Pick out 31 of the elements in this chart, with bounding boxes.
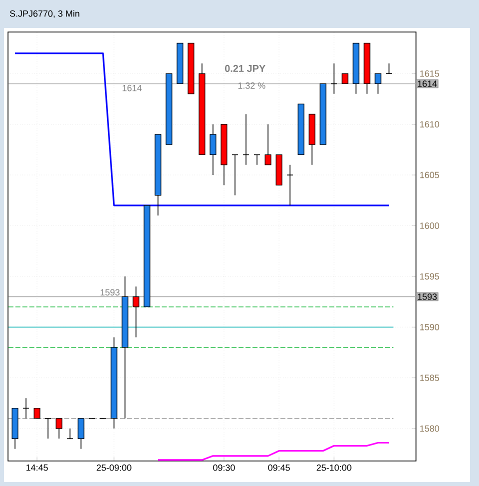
- annotation: 1614: [122, 84, 142, 92]
- candlestick: [78, 418, 84, 450]
- candlestick: [56, 418, 62, 440]
- y-tick-label: 1590: [420, 324, 440, 330]
- y-tick-label: 1615: [420, 70, 440, 77]
- candlestick: [44, 418, 52, 440]
- annotation: 1593: [100, 289, 120, 296]
- y-tick-label: 1580: [420, 425, 440, 432]
- candlestick: [264, 124, 272, 166]
- ref-line-label: 1614: [418, 80, 437, 87]
- chart-title: S.JPJ6770, 3 Min: [10, 10, 80, 18]
- candlestick: [132, 286, 140, 338]
- x-tick-label: 09:30: [213, 464, 235, 471]
- annotation: 0.21 JPY: [225, 64, 266, 72]
- y-tick-label: 1605: [420, 172, 440, 178]
- annotation: 1.32 %: [238, 82, 266, 89]
- candlestick: [386, 63, 392, 74]
- candlestick: [342, 73, 348, 84]
- y-tick-label: 1585: [420, 374, 440, 382]
- x-tick-label: 25-09:00: [96, 464, 132, 471]
- x-tick-label: 14:45: [26, 464, 48, 471]
- candlestick: [286, 164, 294, 206]
- ref-line-label: 1593: [418, 294, 437, 300]
- y-tick-label: 1610: [420, 121, 440, 128]
- candlestick: [374, 73, 382, 94]
- x-tick-label: 25-10:00: [316, 464, 352, 471]
- y-tick-label: 1595: [420, 273, 440, 280]
- x-tick-label: 09:45: [268, 464, 290, 471]
- y-tick-label: 1600: [420, 222, 440, 229]
- candlestick: [210, 124, 216, 176]
- candlestick: [34, 408, 40, 419]
